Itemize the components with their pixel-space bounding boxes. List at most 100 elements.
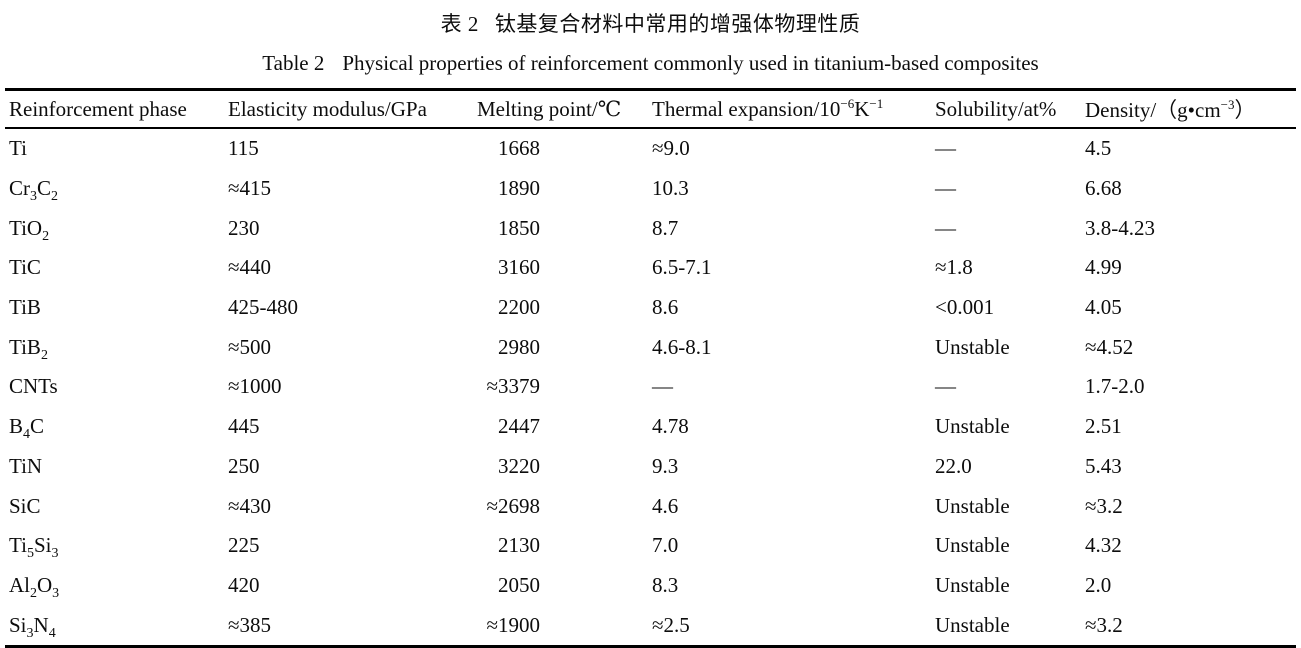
cell-elasticity-modulus: 445 bbox=[228, 414, 260, 439]
cell-density: ≈3.2 bbox=[1085, 612, 1123, 637]
cell-melting-point: 3220 bbox=[498, 453, 540, 478]
header-row: Reinforcement phase Elasticity modulus/G… bbox=[5, 89, 1296, 129]
cell-density: 3.8-4.23 bbox=[1085, 215, 1155, 240]
cell-solubility: — bbox=[935, 136, 956, 161]
cell-melting-point: ≈1900 bbox=[486, 612, 540, 637]
cell-thermal-expansion: ≈2.5 bbox=[652, 612, 690, 637]
cell-elasticity-modulus: ≈1000 bbox=[228, 374, 282, 399]
cell-elasticity-modulus: ≈415 bbox=[228, 176, 272, 201]
cell-reinforcement-phase: TiO2 bbox=[9, 215, 50, 244]
cell-density: ≈3.2 bbox=[1085, 493, 1123, 518]
cell-density: 5.43 bbox=[1085, 453, 1122, 478]
cell-thermal-expansion: — bbox=[652, 374, 673, 399]
caption-zh-text: 钛基复合材料中常用的增强体物理性质 bbox=[494, 12, 861, 36]
table-row: TiO2 230 1850 8.7 — 3.8-4.23 bbox=[5, 208, 1296, 248]
cell-elasticity-modulus: 225 bbox=[228, 533, 260, 558]
table-row: SiC ≈430 ≈2698 4.6 Unstable ≈3.2 bbox=[5, 486, 1296, 526]
col-header-elasticity-modulus: Elasticity modulus/GPa bbox=[224, 89, 473, 129]
table-row: Ti 115 1668 ≈9.0 — 4.5 bbox=[5, 128, 1296, 169]
col-header-reinforcement-phase: Reinforcement phase bbox=[5, 89, 224, 129]
cell-solubility: — bbox=[935, 215, 956, 240]
cell-melting-point: 1890 bbox=[498, 176, 540, 201]
cell-density: 4.99 bbox=[1085, 255, 1122, 280]
caption-en-label: Table 2 bbox=[262, 51, 325, 75]
cell-reinforcement-phase: Cr3C2 bbox=[9, 176, 59, 205]
cell-thermal-expansion: 6.5-7.1 bbox=[652, 255, 712, 280]
table-row: TiB2 ≈500 2980 4.6-8.1 Unstable ≈4.52 bbox=[5, 327, 1296, 367]
cell-reinforcement-phase: Ti5Si3 bbox=[9, 533, 59, 562]
cell-melting-point: 1850 bbox=[498, 215, 540, 240]
table-row: TiC ≈440 3160 6.5-7.1 ≈1.8 4.99 bbox=[5, 248, 1296, 288]
cell-solubility: Unstable bbox=[935, 414, 1010, 439]
caption-en-text: Physical properties of reinforcement com… bbox=[342, 51, 1039, 75]
cell-elasticity-modulus: ≈430 bbox=[228, 493, 272, 518]
cell-density: 4.32 bbox=[1085, 533, 1122, 558]
cell-reinforcement-phase: TiC bbox=[9, 255, 41, 280]
cell-melting-point: 2447 bbox=[498, 414, 540, 439]
cell-thermal-expansion: 9.3 bbox=[652, 453, 679, 478]
table-row: Ti5Si3 225 2130 7.0 Unstable 4.32 bbox=[5, 526, 1296, 566]
cell-solubility: Unstable bbox=[935, 533, 1010, 558]
cell-solubility: — bbox=[935, 176, 956, 201]
cell-thermal-expansion: 4.6 bbox=[652, 493, 679, 518]
cell-thermal-expansion: 7.0 bbox=[652, 533, 679, 558]
cell-solubility: Unstable bbox=[935, 493, 1010, 518]
cell-density: 2.0 bbox=[1085, 572, 1112, 597]
cell-elasticity-modulus: ≈440 bbox=[228, 255, 272, 280]
cell-melting-point: ≈2698 bbox=[486, 493, 540, 518]
col-header-thermal-expansion: Thermal expansion/10−6K−1 bbox=[648, 89, 931, 129]
table-row: TiB 425-480 2200 8.6 <0.001 4.05 bbox=[5, 288, 1296, 328]
cell-density: 6.68 bbox=[1085, 176, 1122, 201]
col-header-solubility: Solubility/at% bbox=[931, 89, 1081, 129]
table-row: Si3N4 ≈385 ≈1900 ≈2.5 Unstable ≈3.2 bbox=[5, 605, 1296, 646]
table-row: TiN 250 3220 9.3 22.0 5.43 bbox=[5, 447, 1296, 487]
cell-solubility: Unstable bbox=[935, 612, 1010, 637]
cell-thermal-expansion: 8.3 bbox=[652, 572, 679, 597]
cell-elasticity-modulus: 425-480 bbox=[228, 295, 298, 320]
cell-solubility: Unstable bbox=[935, 572, 1010, 597]
table-caption-zh: 表 2 钛基复合材料中常用的增强体物理性质 bbox=[0, 0, 1301, 38]
table-row: Al2O3 420 2050 8.3 Unstable 2.0 bbox=[5, 566, 1296, 606]
cell-elasticity-modulus: ≈385 bbox=[228, 612, 272, 637]
cell-solubility: — bbox=[935, 374, 956, 399]
cell-solubility: <0.001 bbox=[935, 295, 995, 320]
properties-table: Reinforcement phase Elasticity modulus/G… bbox=[5, 88, 1296, 648]
cell-thermal-expansion: 8.6 bbox=[652, 295, 679, 320]
col-header-melting-point: Melting point/℃ bbox=[473, 89, 648, 129]
cell-melting-point: 2130 bbox=[498, 533, 540, 558]
cell-reinforcement-phase: SiC bbox=[9, 493, 41, 518]
cell-elasticity-modulus: ≈500 bbox=[228, 334, 272, 359]
cell-reinforcement-phase: Al2O3 bbox=[9, 572, 60, 602]
cell-solubility: 22.0 bbox=[935, 453, 972, 478]
table-row: B4C 445 2447 4.78 Unstable 2.51 bbox=[5, 407, 1296, 447]
cell-melting-point: ≈3379 bbox=[486, 374, 540, 399]
table-caption-en: Table 2 Physical properties of reinforcem… bbox=[0, 51, 1301, 76]
table-row: CNTs ≈1000 ≈3379 — — 1.7-2.0 bbox=[5, 367, 1296, 407]
cell-melting-point: 2050 bbox=[498, 572, 540, 597]
cell-reinforcement-phase: B4C bbox=[9, 414, 45, 443]
cell-reinforcement-phase: Ti bbox=[9, 136, 27, 161]
cell-thermal-expansion: 4.78 bbox=[652, 414, 689, 439]
table-row: Cr3C2 ≈415 1890 10.3 — 6.68 bbox=[5, 169, 1296, 209]
cell-elasticity-modulus: 420 bbox=[228, 572, 260, 597]
cell-solubility: ≈1.8 bbox=[935, 255, 973, 280]
cell-thermal-expansion: 10.3 bbox=[652, 176, 689, 201]
cell-density: ≈4.52 bbox=[1085, 334, 1134, 359]
cell-thermal-expansion: 4.6-8.1 bbox=[652, 334, 712, 359]
cell-density: 2.51 bbox=[1085, 414, 1122, 439]
cell-melting-point: 2980 bbox=[498, 334, 540, 359]
table-body: Ti 115 1668 ≈9.0 — 4.5 Cr3C2 ≈415 1890 1… bbox=[5, 128, 1296, 646]
cell-thermal-expansion: ≈9.0 bbox=[652, 136, 690, 161]
cell-solubility: Unstable bbox=[935, 334, 1010, 359]
col-header-density: Density/（g•cm−3） bbox=[1081, 89, 1296, 129]
cell-melting-point: 1668 bbox=[498, 136, 540, 161]
cell-reinforcement-phase: CNTs bbox=[9, 374, 58, 399]
cell-elasticity-modulus: 115 bbox=[228, 136, 259, 161]
cell-melting-point: 3160 bbox=[498, 255, 540, 280]
cell-reinforcement-phase: TiB bbox=[9, 295, 41, 320]
cell-elasticity-modulus: 250 bbox=[228, 453, 260, 478]
cell-density: 1.7-2.0 bbox=[1085, 374, 1145, 399]
cell-reinforcement-phase: Si3N4 bbox=[9, 612, 56, 641]
cell-reinforcement-phase: TiB2 bbox=[9, 334, 48, 363]
